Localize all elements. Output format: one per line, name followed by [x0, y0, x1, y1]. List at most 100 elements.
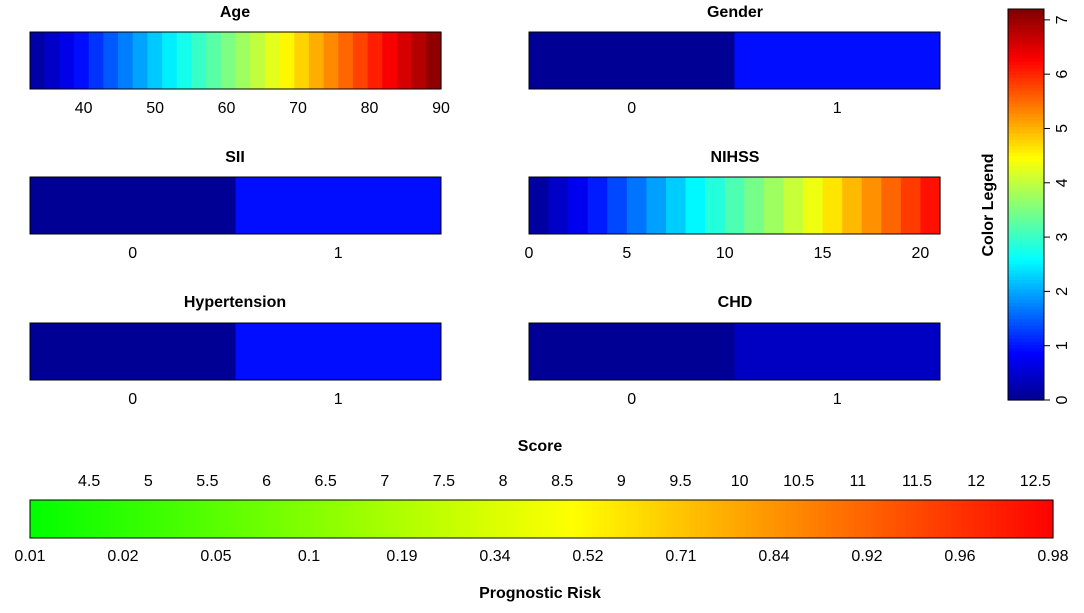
- score-bar-segment: [75, 500, 82, 538]
- hypertension-title: Hypertension: [184, 294, 286, 311]
- legend-swatch: [1008, 305, 1044, 310]
- score-tick-label: 8.5: [551, 473, 573, 490]
- age-cell: [44, 32, 60, 89]
- score-bar-segment: [137, 500, 145, 538]
- nihss-tick-label: 20: [912, 245, 930, 262]
- score-bar-segment: [234, 500, 241, 538]
- score-bar-segment: [501, 500, 508, 538]
- age-cell: [30, 32, 46, 89]
- score-bar-segment: [507, 500, 514, 538]
- chd-tick-label: 1: [833, 391, 842, 408]
- legend-swatch: [1008, 201, 1044, 206]
- score-tick-label: 12.5: [1020, 473, 1051, 490]
- score-bar-segment: [467, 500, 474, 538]
- legend-swatch: [1008, 103, 1044, 108]
- score-bar-segment: [399, 500, 406, 538]
- score-bar-segment: [939, 500, 946, 538]
- chd-cell-1: [734, 323, 941, 380]
- score-tick-label: 5: [144, 473, 153, 490]
- age-cell: [118, 32, 134, 89]
- hypertension-panel-border: [29, 322, 442, 381]
- sii-tick-label: 0: [128, 245, 137, 262]
- nihss-cell: [548, 177, 569, 234]
- legend-swatch: [1008, 149, 1044, 153]
- age-cell: [176, 32, 193, 89]
- score-bar-segment: [473, 500, 480, 538]
- score-bar-segment: [910, 500, 918, 538]
- legend-swatch: [1008, 393, 1044, 398]
- score-bar-segment: [35, 500, 42, 538]
- score-bar-segment: [973, 500, 980, 538]
- age-tick-label: 50: [146, 100, 164, 117]
- legend-swatch: [1008, 181, 1044, 186]
- legend-swatch: [1008, 136, 1044, 140]
- score-bar-segment: [996, 500, 1003, 538]
- risk-tick-label: 0.92: [851, 548, 882, 565]
- score-bar-segment: [478, 500, 486, 538]
- score-bar-segment: [1041, 500, 1048, 538]
- age-cell: [74, 32, 90, 89]
- score-bar-segment: [302, 500, 310, 538]
- legend-swatch: [1008, 28, 1044, 33]
- risk-tick-label: 0.1: [298, 548, 320, 565]
- legend-swatch: [1008, 175, 1044, 180]
- score-bar-segment: [405, 500, 412, 538]
- score-bar-segment: [490, 500, 497, 538]
- score-bar-segment: [626, 500, 634, 538]
- legend-swatch: [1008, 38, 1044, 43]
- legend-swatch: [1008, 35, 1044, 39]
- age-cell: [206, 32, 222, 89]
- nihss-cell: [685, 177, 706, 234]
- score-bar-segment: [285, 500, 293, 538]
- legend-swatch: [1008, 318, 1044, 323]
- score-bar-segment: [802, 500, 810, 538]
- score-bar-segment: [882, 500, 889, 538]
- nihss-title: NIHSS: [711, 149, 760, 166]
- score-bar-segment: [115, 500, 122, 538]
- score-bar-segment: [979, 500, 986, 538]
- legend-swatch: [1008, 266, 1044, 271]
- score-bar-segment: [365, 500, 372, 538]
- legend-swatch: [1008, 96, 1044, 101]
- age-cell: [396, 32, 413, 89]
- score-bar-segment: [450, 500, 457, 538]
- score-bar-segment: [984, 500, 992, 538]
- legend-swatch: [1008, 155, 1044, 160]
- score-bar-segment: [768, 500, 776, 538]
- legend-swatch: [1008, 74, 1044, 79]
- legend-swatch: [1008, 211, 1044, 215]
- legend-swatch: [1008, 64, 1044, 69]
- age-cell: [308, 32, 325, 89]
- legend-swatch: [1008, 188, 1044, 193]
- score-bar-segment: [717, 500, 724, 538]
- legend-swatch: [1008, 168, 1044, 173]
- score-bar-segment: [58, 500, 65, 538]
- score-bar-segment: [325, 500, 332, 538]
- nihss-cell: [587, 177, 608, 234]
- gender-tick-label: 0: [627, 100, 636, 117]
- legend-swatch: [1008, 191, 1044, 196]
- age-cell: [367, 32, 383, 89]
- legend-swatch: [1008, 15, 1044, 20]
- age-cell: [279, 32, 295, 89]
- legend-swatch: [1008, 302, 1044, 307]
- legend-swatch: [1008, 25, 1044, 30]
- score-bar-segment: [899, 500, 906, 538]
- score-bar-segment: [200, 500, 207, 538]
- score-bar-segment: [609, 500, 616, 538]
- risk-label: Prognostic Risk: [479, 585, 601, 602]
- legend-swatch: [1008, 380, 1044, 385]
- legend-swatch: [1008, 224, 1044, 228]
- legend-swatch: [1008, 113, 1044, 118]
- score-bar-segment: [945, 500, 952, 538]
- gender-tick-label: 1: [833, 100, 842, 117]
- legend-swatch: [1008, 204, 1044, 209]
- score-bar-segment: [1007, 500, 1014, 538]
- age-cell: [411, 32, 427, 89]
- score-bar-segment: [314, 500, 321, 538]
- score-bar-segment: [177, 500, 185, 538]
- legend-swatch: [1008, 276, 1044, 281]
- legend-swatch: [1008, 341, 1044, 346]
